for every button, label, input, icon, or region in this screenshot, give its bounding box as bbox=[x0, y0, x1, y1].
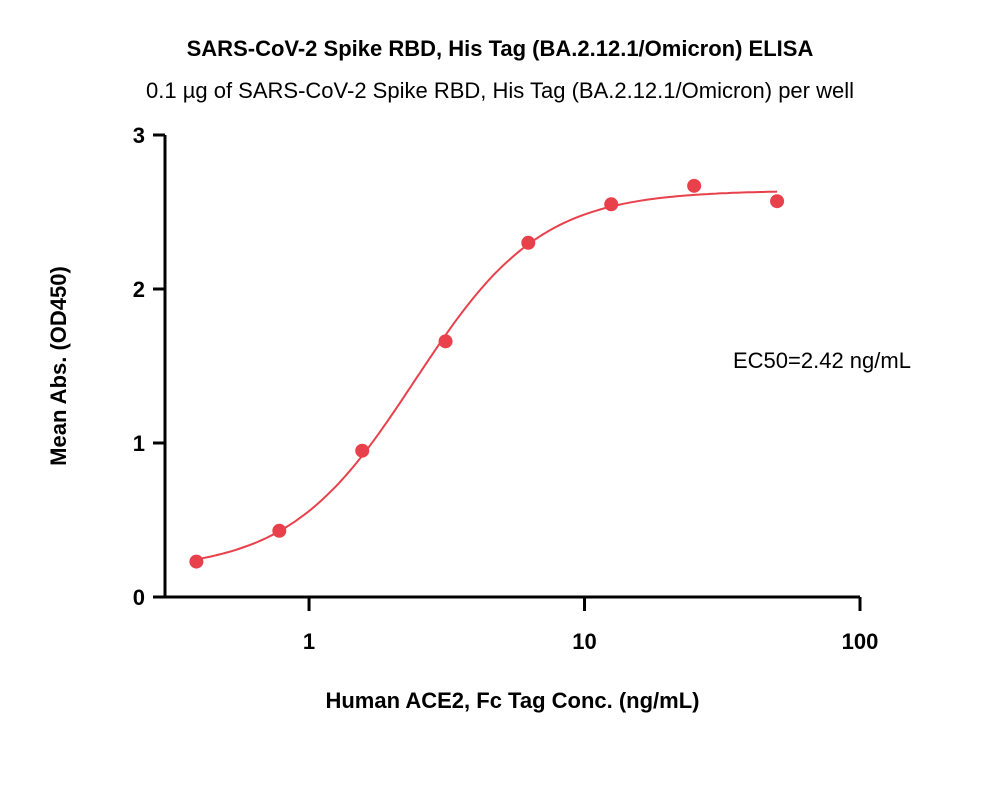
y-tick-label: 2 bbox=[133, 277, 145, 302]
x-tick-label: 100 bbox=[842, 629, 879, 654]
y-tick-label: 0 bbox=[133, 585, 145, 610]
chart-title: SARS-CoV-2 Spike RBD, His Tag (BA.2.12.1… bbox=[186, 36, 814, 61]
data-point bbox=[189, 554, 204, 569]
data-point bbox=[521, 235, 536, 250]
data-point bbox=[770, 194, 785, 209]
data-point bbox=[272, 523, 287, 538]
data-point bbox=[355, 443, 370, 458]
ec50-annotation: EC50=2.42 ng/mL bbox=[733, 348, 911, 373]
y-axis-label: Mean Abs. (OD450) bbox=[46, 266, 71, 466]
data-point bbox=[438, 334, 453, 349]
y-tick-label: 1 bbox=[133, 431, 145, 456]
chart-subtitle: 0.1 µg of SARS-CoV-2 Spike RBD, His Tag … bbox=[146, 78, 854, 103]
axis-ticks: 0 1 2 3 1 10 100 bbox=[133, 123, 879, 654]
x-tick-label: 10 bbox=[572, 629, 596, 654]
x-tick-label: 1 bbox=[303, 629, 315, 654]
data-points bbox=[189, 178, 785, 569]
data-point bbox=[604, 197, 619, 212]
fit-curve bbox=[196, 190, 778, 561]
x-axis-label: Human ACE2, Fc Tag Conc. (ng/mL) bbox=[325, 688, 699, 713]
y-tick-label: 3 bbox=[133, 123, 145, 148]
data-point bbox=[687, 178, 702, 193]
